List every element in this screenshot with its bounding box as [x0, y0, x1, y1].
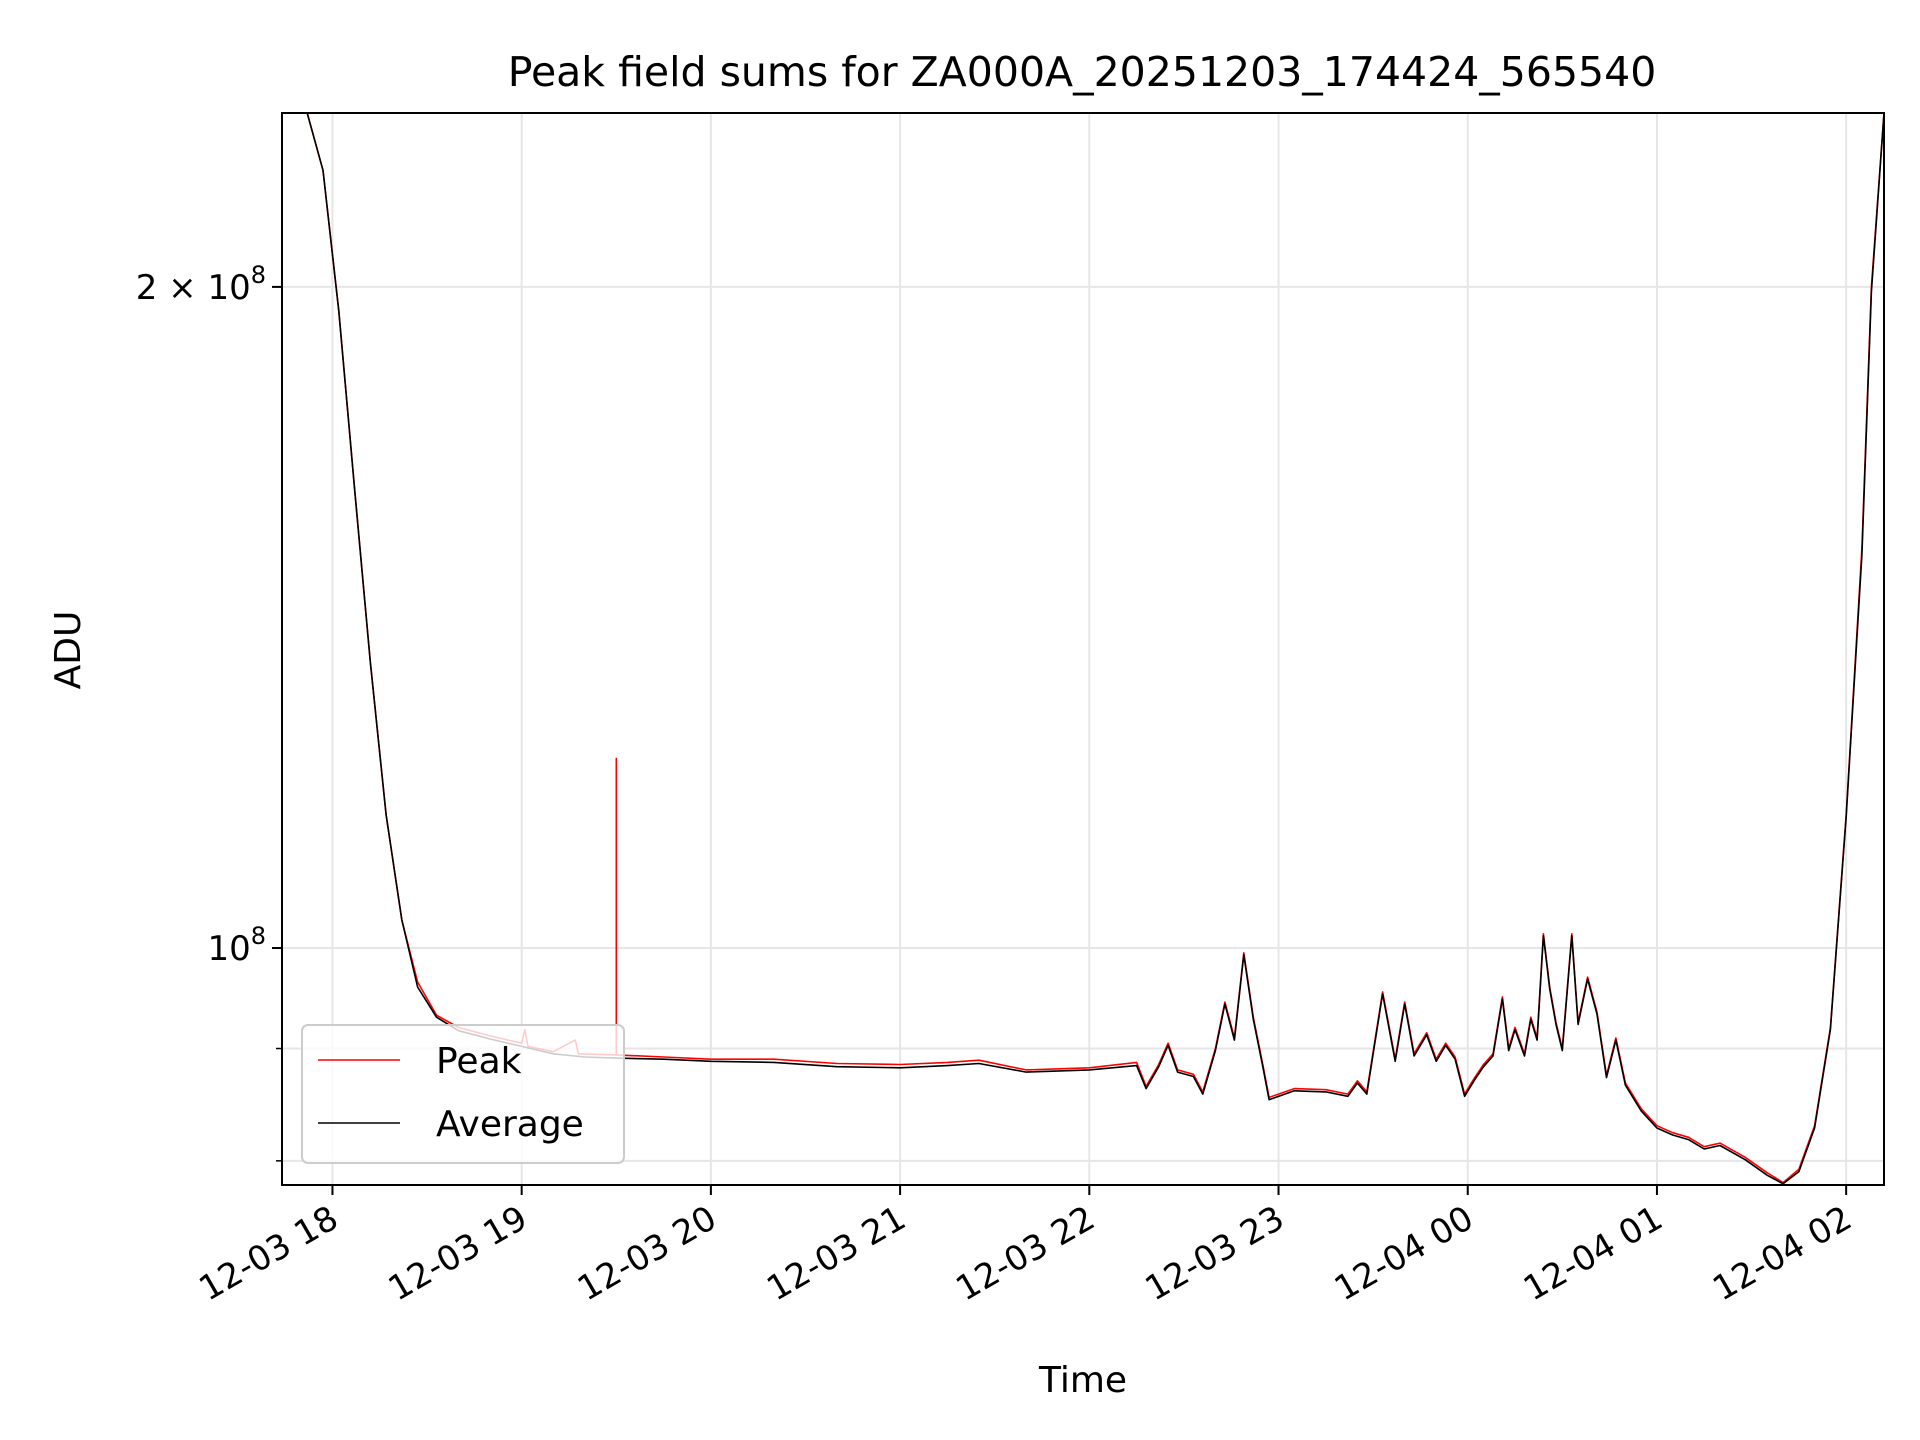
y-tick-label-exponent: 8 — [251, 261, 266, 289]
y-tick-label: 2 × 108 — [136, 261, 266, 308]
legend-label-peak: Peak — [436, 1041, 522, 1082]
x-tick-label: 12-03 19 — [382, 1198, 534, 1309]
x-tick-label: 12-03 20 — [571, 1198, 723, 1309]
x-tick-label: 12-04 00 — [1328, 1198, 1480, 1309]
y-tick-label-exponent: 8 — [251, 922, 266, 950]
x-axis-ticks: 12-03 18 12-03 19 12-03 20 12-03 21 12-03 22… — [193, 1185, 1859, 1309]
y-axis-label: ADU — [48, 611, 89, 690]
x-tick-label: 12-03 23 — [1139, 1198, 1291, 1309]
legend-label-average: Average — [436, 1104, 584, 1145]
y-tick-label-base: 2 × 10 — [136, 268, 251, 308]
x-tick-label: 12-03 18 — [193, 1198, 345, 1309]
legend: Peak Average — [301, 1024, 625, 1164]
y-tick-label-base: 10 — [207, 929, 250, 969]
x-tick-label: 12-03 21 — [760, 1198, 912, 1309]
x-axis-label: Time — [1038, 1360, 1127, 1401]
plot-area-frame — [281, 112, 1885, 1186]
y-tick-label: 108 — [207, 922, 266, 969]
x-tick-label: 12-04 01 — [1517, 1198, 1669, 1309]
x-tick-label: 12-04 02 — [1706, 1198, 1858, 1309]
x-tick-label: 12-03 22 — [949, 1198, 1101, 1309]
chart-title: Peak field sums for ZA000A_20251203_1744… — [508, 48, 1657, 96]
